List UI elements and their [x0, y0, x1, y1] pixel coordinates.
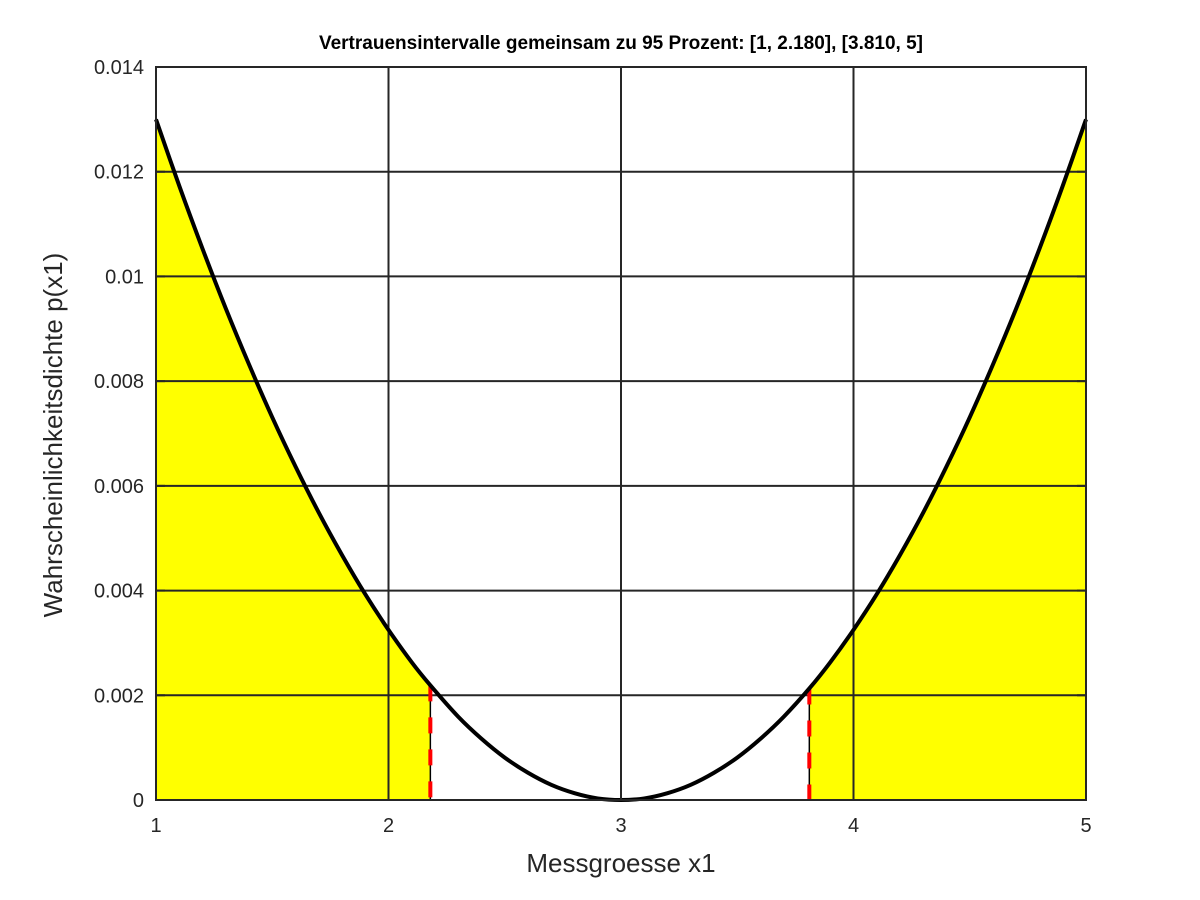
y-tick-label-0.002: 0.002: [94, 685, 144, 707]
y-tick-label-0.01: 0.01: [105, 266, 144, 288]
shaded-region-2: [809, 119, 1086, 801]
x-tick-label-4: 4: [848, 815, 859, 837]
y-tick-label-0.008: 0.008: [94, 371, 144, 393]
x-tick-label-2: 2: [383, 815, 394, 837]
y-tick-label-0.014: 0.014: [94, 57, 144, 79]
y-tick-label-0: 0: [133, 790, 144, 812]
x-tick-label-5: 5: [1080, 815, 1091, 837]
shaded-region-1: [156, 119, 431, 801]
x-axis-label: Messgroesse x1: [526, 848, 715, 878]
y-tick-label-0.006: 0.006: [94, 476, 144, 498]
plot-area: 1 2 3 4 5 0 0.002 0.004 0.006 0.008 0.01 0.012 0.014: [94, 57, 1092, 837]
y-tick-label-0.004: 0.004: [94, 581, 144, 603]
x-tick-label-1: 1: [150, 815, 161, 837]
y-tick-label-0.012: 0.012: [94, 162, 144, 184]
x-tick-label-3: 3: [615, 815, 626, 837]
chart-title: Vertrauensintervalle gemeinsam zu 95 Pro…: [319, 33, 923, 54]
y-axis-label: Wahrscheinlichkeitsdichte p(x1): [38, 253, 68, 618]
